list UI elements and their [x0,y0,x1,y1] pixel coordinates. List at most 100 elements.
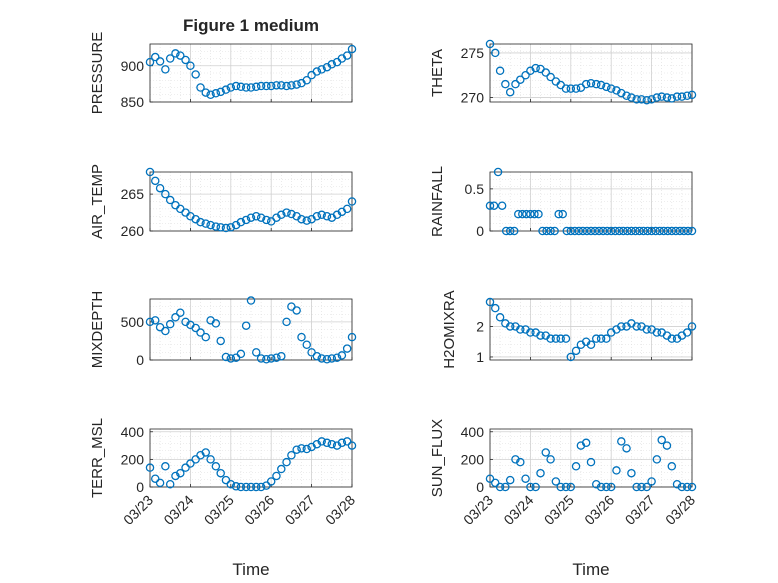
data-point [687,482,697,492]
data-point [651,226,660,236]
data-point [570,226,580,236]
data-point [287,450,296,460]
data-point [272,353,281,362]
data-point [596,80,606,90]
data-point [221,352,231,362]
data-point [667,226,677,236]
data-point [241,482,251,492]
data-point [530,209,539,219]
data-point [647,95,656,104]
data-point [337,438,347,448]
axes-box [149,428,353,488]
data-point [526,209,535,219]
data-point [538,226,547,236]
data-point [652,455,662,464]
data-point [256,482,266,492]
data-point [246,296,256,305]
data-point [582,226,592,236]
data-point [145,463,155,472]
data-point [196,328,205,337]
data-point [574,226,584,236]
data-point [252,82,261,92]
data-point [667,94,677,103]
y-tick-label: 2 [476,318,484,334]
data-point [687,322,697,331]
data-point [602,482,611,492]
data-point [171,200,180,210]
data-point [246,83,256,92]
data-point [556,334,565,343]
data-point [312,439,322,449]
data-point [606,84,616,93]
data-point [675,226,685,236]
data-point [551,477,561,486]
data-point [332,441,342,450]
y-axis-label: THETA [429,49,446,97]
data-point [485,39,495,49]
data-point [485,201,495,210]
data-point [495,66,505,76]
data-point [145,167,155,177]
data-point [652,328,662,337]
data-point [511,455,520,464]
data-point [662,441,672,450]
data-point [551,334,561,343]
data-point [672,92,682,101]
data-point [151,176,160,186]
data-point [612,86,621,95]
axes-box [149,43,353,103]
data-point [155,478,165,488]
data-point [292,306,301,315]
data-point [277,81,286,90]
data-point [657,435,666,445]
data-point [672,479,682,489]
data-point [632,482,641,492]
data-point [536,468,545,478]
y-tick-label: 0 [476,479,484,495]
x-tick-label: 03/23 [120,492,156,528]
data-point [679,226,689,236]
data-point [231,482,241,491]
data-point [241,215,251,225]
data-point [581,438,591,448]
data-point [252,482,261,492]
data-point [211,222,221,231]
data-point [155,57,165,66]
data-point [647,226,656,236]
data-point [637,482,646,492]
data-point [485,297,495,307]
data-point [489,201,499,210]
data-point [165,319,175,329]
data-point [226,223,236,232]
data-point [297,214,306,224]
data-point [615,226,624,236]
data-point [342,437,352,446]
data-point [221,223,231,233]
data-point [342,344,352,353]
data-point [647,477,656,486]
data-point [505,475,515,485]
data-point [501,79,510,89]
data-point [277,464,286,474]
y-axis-label: RAINFALL [429,166,446,237]
data-point [610,226,620,236]
data-point [617,437,626,446]
data-point [602,82,611,92]
data-point [687,226,697,236]
x-tick-label: 03/27 [282,492,318,528]
data-point [302,444,312,454]
data-point [516,75,525,84]
data-point [526,482,535,492]
data-point [592,79,601,89]
y-tick-label: 900 [121,58,145,74]
data-point [562,226,572,236]
data-point [566,84,576,93]
data-point [561,334,571,343]
data-point [491,48,500,58]
data-point [493,167,503,177]
data-point [602,226,612,236]
data-point [683,226,693,236]
x-tick-label: 03/26 [581,492,617,528]
data-point [590,226,600,236]
data-point [566,352,576,362]
